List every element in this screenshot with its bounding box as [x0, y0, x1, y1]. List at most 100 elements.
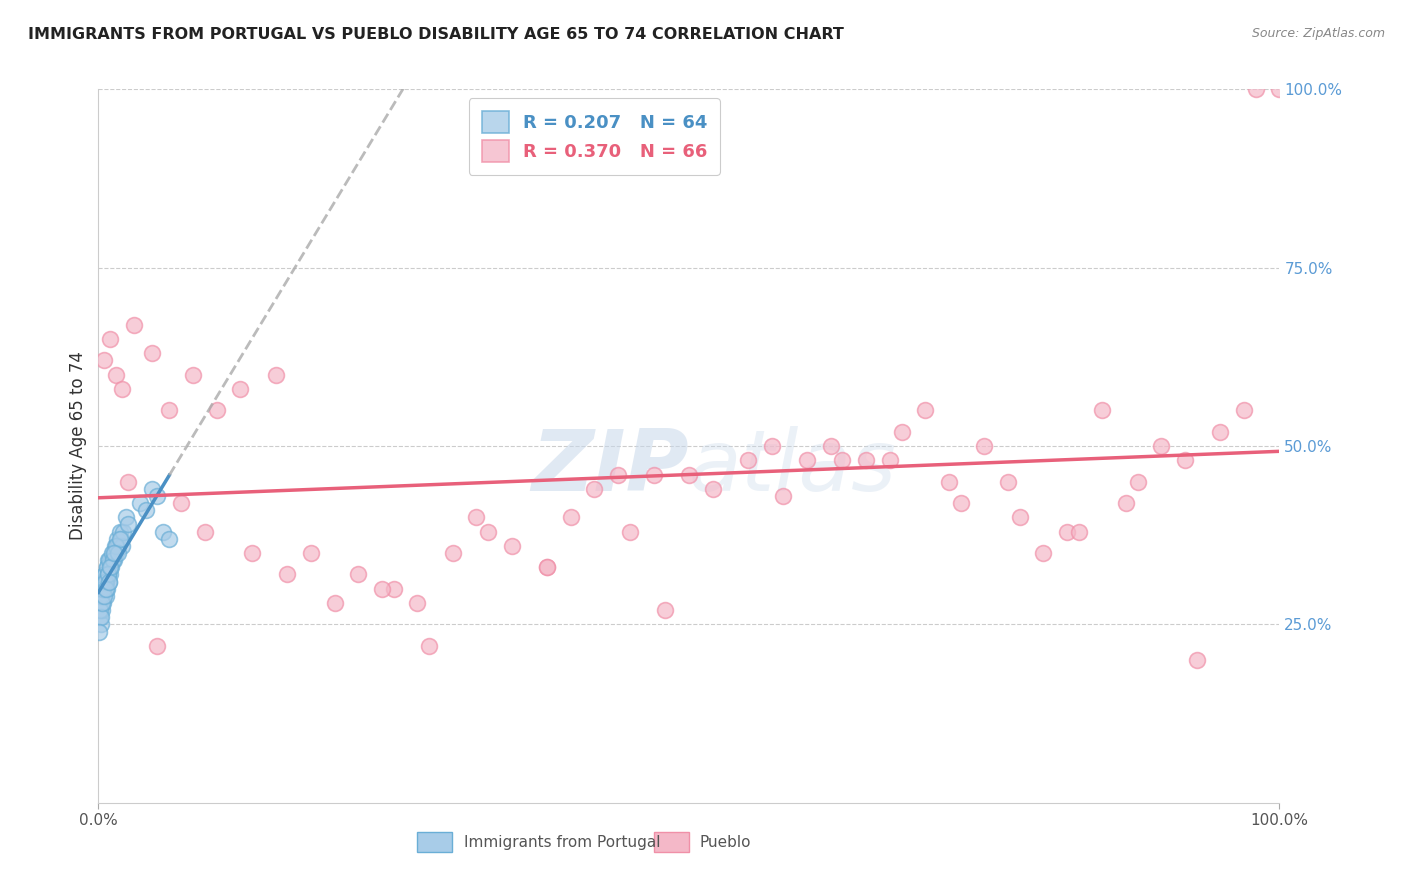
Point [103, 553, 125, 567]
Point [1032, 546, 1054, 560]
Point [94, 589, 117, 603]
Point [761, 439, 783, 453]
Point [418, 639, 440, 653]
Point [501, 539, 523, 553]
Point [91, 574, 114, 589]
Point [94, 574, 117, 589]
Point [1056, 524, 1078, 539]
Point [406, 596, 429, 610]
Point [879, 453, 901, 467]
Point [820, 439, 842, 453]
Point [97, 574, 120, 589]
Point [91, 596, 114, 610]
Point [98, 553, 121, 567]
Point [181, 368, 204, 382]
Point [382, 582, 405, 596]
Point [914, 403, 936, 417]
Point [323, 596, 346, 610]
Legend: R = 0.207   N = 64, R = 0.370   N = 66: R = 0.207 N = 64, R = 0.370 N = 66 [468, 98, 720, 175]
Point [276, 567, 298, 582]
Point [93, 574, 115, 589]
Text: atlas: atlas [689, 425, 897, 509]
Point [737, 453, 759, 467]
Point [702, 482, 724, 496]
Point [1185, 653, 1208, 667]
Point [96, 582, 118, 596]
Point [347, 567, 370, 582]
Point [536, 560, 558, 574]
Point [110, 532, 132, 546]
Point [108, 524, 131, 539]
Point [93, 582, 115, 596]
Point [93, 567, 115, 582]
Point [1126, 475, 1149, 489]
Point [96, 560, 118, 574]
Point [105, 532, 128, 546]
Point [607, 467, 630, 482]
Point [89, 596, 111, 610]
Point [170, 496, 193, 510]
Point [110, 532, 132, 546]
Point [112, 524, 135, 539]
Point [141, 482, 163, 496]
Point [122, 318, 145, 332]
Point [104, 539, 127, 553]
Point [101, 546, 124, 560]
Point [1268, 82, 1291, 96]
Point [94, 567, 117, 582]
Point [141, 346, 163, 360]
Point [299, 546, 322, 560]
Point [583, 482, 606, 496]
Point [100, 553, 122, 567]
Point [371, 582, 394, 596]
Point [1244, 82, 1267, 96]
Point [96, 560, 118, 574]
Point [1174, 453, 1197, 467]
Point [152, 524, 174, 539]
Point [128, 496, 150, 510]
Point [949, 496, 972, 510]
Y-axis label: Disability Age 65 to 74: Disability Age 65 to 74 [69, 351, 87, 541]
Point [973, 439, 995, 453]
Point [97, 567, 120, 582]
Point [1209, 425, 1232, 439]
Point [107, 546, 129, 560]
Point [1008, 510, 1031, 524]
Point [91, 582, 114, 596]
Point [105, 368, 128, 382]
Point [101, 546, 124, 560]
Point [1067, 524, 1090, 539]
Point [98, 574, 121, 589]
Point [157, 403, 180, 417]
Point [643, 467, 665, 482]
Text: Source: ZipAtlas.com: Source: ZipAtlas.com [1251, 27, 1385, 40]
Point [114, 510, 136, 524]
Point [90, 596, 112, 610]
Point [560, 510, 582, 524]
Point [997, 475, 1019, 489]
Text: Pueblo: Pueblo [700, 836, 751, 850]
Point [772, 489, 794, 503]
Point [111, 539, 134, 553]
Point [477, 524, 499, 539]
Point [1091, 403, 1114, 417]
Point [441, 546, 464, 560]
Point [890, 425, 912, 439]
Point [229, 382, 252, 396]
Point [93, 353, 115, 368]
Point [98, 332, 121, 346]
Point [117, 517, 139, 532]
Point [100, 560, 122, 574]
Point [89, 624, 111, 639]
Point [117, 475, 139, 489]
Point [157, 532, 180, 546]
Point [90, 610, 112, 624]
Point [94, 574, 117, 589]
Point [654, 603, 676, 617]
Point [938, 475, 960, 489]
Point [90, 617, 112, 632]
Point [1115, 496, 1137, 510]
Point [98, 567, 121, 582]
Point [93, 582, 115, 596]
Point [111, 382, 134, 396]
